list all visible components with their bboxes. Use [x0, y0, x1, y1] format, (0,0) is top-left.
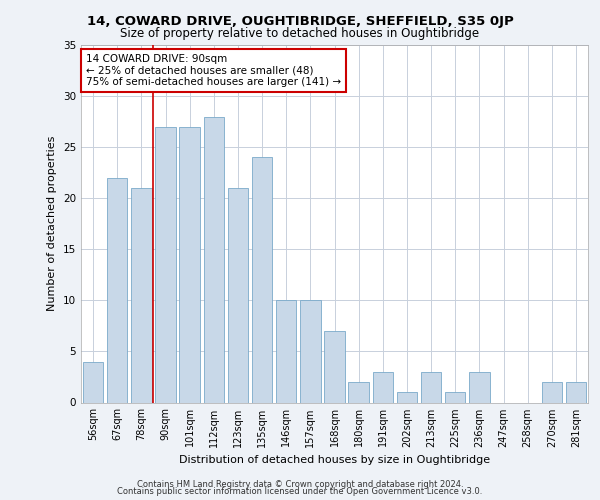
Bar [155, 126, 176, 402]
Bar [83, 362, 103, 403]
Bar [349, 382, 369, 402]
Bar [324, 331, 345, 402]
X-axis label: Distribution of detached houses by size in Oughtibridge: Distribution of detached houses by size … [179, 455, 490, 465]
Bar [131, 188, 152, 402]
Bar [252, 158, 272, 402]
Bar [542, 382, 562, 402]
Bar [203, 116, 224, 403]
Bar [469, 372, 490, 402]
Bar [421, 372, 442, 402]
Bar [227, 188, 248, 402]
Bar [276, 300, 296, 402]
Bar [300, 300, 320, 402]
Text: Size of property relative to detached houses in Oughtibridge: Size of property relative to detached ho… [121, 28, 479, 40]
Text: 14, COWARD DRIVE, OUGHTIBRIDGE, SHEFFIELD, S35 0JP: 14, COWARD DRIVE, OUGHTIBRIDGE, SHEFFIEL… [86, 15, 514, 28]
Text: Contains HM Land Registry data © Crown copyright and database right 2024.: Contains HM Land Registry data © Crown c… [137, 480, 463, 489]
Bar [179, 126, 200, 402]
Bar [566, 382, 586, 402]
Bar [445, 392, 466, 402]
Y-axis label: Number of detached properties: Number of detached properties [47, 136, 58, 312]
Text: 14 COWARD DRIVE: 90sqm
← 25% of detached houses are smaller (48)
75% of semi-det: 14 COWARD DRIVE: 90sqm ← 25% of detached… [86, 54, 341, 87]
Bar [373, 372, 393, 402]
Bar [107, 178, 127, 402]
Bar [397, 392, 417, 402]
Text: Contains public sector information licensed under the Open Government Licence v3: Contains public sector information licen… [118, 487, 482, 496]
